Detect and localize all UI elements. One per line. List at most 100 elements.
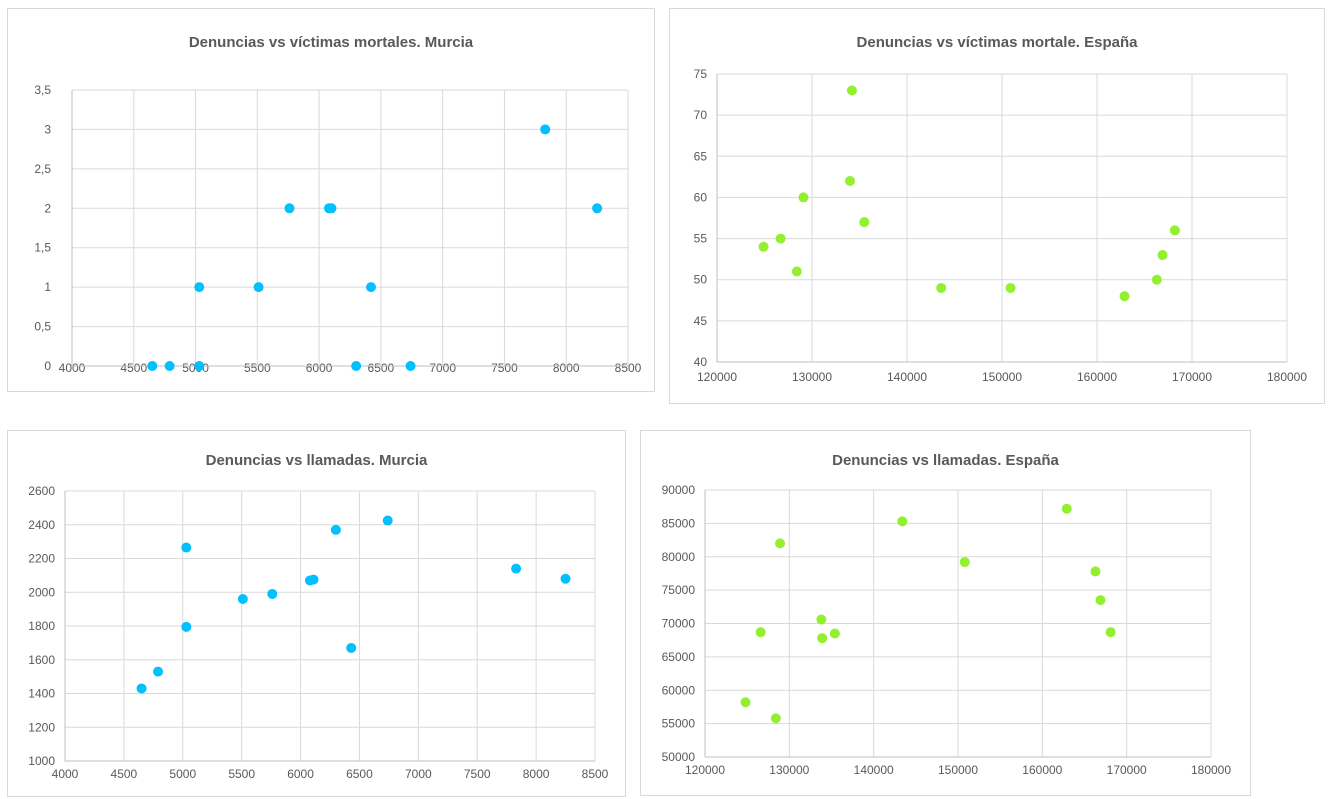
data-point (136, 683, 147, 694)
y-tick-label: 50 (694, 273, 708, 287)
data-point (758, 241, 769, 252)
data-point (859, 217, 870, 228)
x-tick-label: 4500 (111, 767, 138, 781)
data-point (592, 203, 603, 214)
y-tick-label: 65 (694, 149, 708, 163)
y-tick-label: 3,5 (34, 83, 51, 97)
data-point (382, 515, 393, 526)
y-tick-label: 0 (44, 359, 51, 373)
y-tick-label: 75000 (662, 583, 696, 597)
x-tick-label: 170000 (1172, 370, 1212, 384)
y-tick-label: 2600 (28, 484, 55, 498)
data-point (351, 361, 362, 371)
y-tick-label: 50000 (662, 750, 696, 764)
x-tick-label: 4000 (59, 361, 86, 375)
x-tick-label: 7500 (464, 767, 491, 781)
x-tick-label: 6000 (287, 767, 314, 781)
data-point (540, 124, 551, 135)
scatter-chart-espana-llamadas: Denuncias vs llamadas. España 50000 55000 6… (662, 452, 1232, 777)
x-tick-label: 5500 (228, 767, 255, 781)
y-tick-label: 60000 (662, 683, 696, 697)
y-tick-label: 70000 (662, 617, 696, 631)
x-tick-label: 150000 (938, 763, 978, 777)
y-tick-label: 1200 (28, 720, 55, 734)
x-tick-label: 140000 (854, 763, 894, 777)
data-point (897, 516, 908, 527)
data-point (253, 282, 264, 293)
y-tick-label: 2,5 (34, 162, 51, 176)
x-tick-label: 8500 (582, 767, 609, 781)
y-tick-label: 90000 (662, 483, 696, 497)
x-tick-label: 130000 (769, 763, 809, 777)
y-tick-label: 55 (694, 232, 708, 246)
data-point (511, 563, 522, 574)
data-point (740, 697, 751, 708)
y-tick-label: 55000 (662, 717, 696, 731)
y-tick-label: 1 (44, 280, 51, 294)
y-tick-label: 45 (694, 314, 708, 328)
data-point (1157, 250, 1168, 261)
data-point (153, 666, 164, 677)
y-tick-label: 75 (694, 67, 708, 81)
y-tick-label: 2200 (28, 552, 55, 566)
data-point (846, 85, 857, 96)
data-point (181, 621, 192, 632)
y-tick-label: 1,5 (34, 241, 51, 255)
data-point (1090, 566, 1101, 577)
data-point (1105, 627, 1116, 638)
data-point (936, 282, 947, 293)
x-tick-label: 8000 (553, 361, 580, 375)
y-tick-label: 1400 (28, 687, 55, 701)
scatter-chart-espana-victimas: Denuncias vs víctimas mortale. España 40 4… (694, 34, 1308, 384)
data-point (164, 361, 175, 371)
data-point (366, 282, 377, 293)
data-point (237, 594, 248, 604)
x-tick-label: 150000 (982, 370, 1022, 384)
chart-title: Denuncias vs víctimas mortales. Murcia (189, 34, 474, 51)
x-tick-label: 160000 (1022, 763, 1062, 777)
x-tick-label: 140000 (887, 370, 927, 384)
data-point (775, 233, 786, 244)
y-tick-label: 2400 (28, 518, 55, 532)
x-tick-label: 7000 (405, 767, 432, 781)
data-point (1119, 291, 1130, 302)
data-point (791, 266, 802, 277)
y-tick-label: 1000 (28, 754, 55, 768)
y-tick-label: 40 (694, 355, 708, 369)
x-tick-label: 120000 (697, 370, 737, 384)
chart-panel-murcia-victimas: Denuncias vs víctimas mortales. Murcia 0 0… (7, 8, 655, 392)
x-tick-label: 6000 (306, 361, 333, 375)
data-point (959, 557, 970, 568)
x-tick-label: 180000 (1191, 763, 1231, 777)
data-point (1151, 274, 1162, 285)
y-tick-label: 0,5 (34, 320, 51, 334)
data-point (817, 633, 828, 644)
chart-title: Denuncias vs llamadas. Murcia (206, 452, 428, 469)
x-tick-label: 4000 (52, 767, 79, 781)
y-tick-label: 2 (44, 201, 51, 215)
data-point (181, 542, 192, 553)
data-point (1061, 503, 1072, 514)
y-tick-label: 1800 (28, 619, 55, 633)
y-tick-label: 1600 (28, 653, 55, 667)
chart-title: Denuncias vs víctimas mortale. España (857, 34, 1139, 51)
data-point (267, 588, 278, 599)
scatter-chart-murcia-victimas: Denuncias vs víctimas mortales. Murcia 0 0… (34, 34, 642, 375)
data-point (194, 282, 205, 293)
y-tick-label: 70 (694, 108, 708, 122)
x-tick-label: 170000 (1107, 763, 1147, 777)
x-tick-label: 8500 (615, 361, 642, 375)
data-point (1005, 282, 1016, 293)
y-tick-label: 2000 (28, 585, 55, 599)
x-tick-label: 5000 (169, 767, 196, 781)
data-point (560, 573, 571, 584)
x-tick-label: 120000 (685, 763, 725, 777)
data-point (405, 361, 416, 371)
scatter-chart-murcia-llamadas: Denuncias vs llamadas. Murcia 1000 1200 140… (28, 452, 609, 781)
data-point (194, 361, 205, 371)
data-point (1169, 225, 1180, 236)
y-tick-label: 85000 (662, 516, 696, 530)
data-point (798, 192, 809, 203)
data-point (770, 713, 781, 724)
x-tick-label: 6500 (368, 361, 395, 375)
